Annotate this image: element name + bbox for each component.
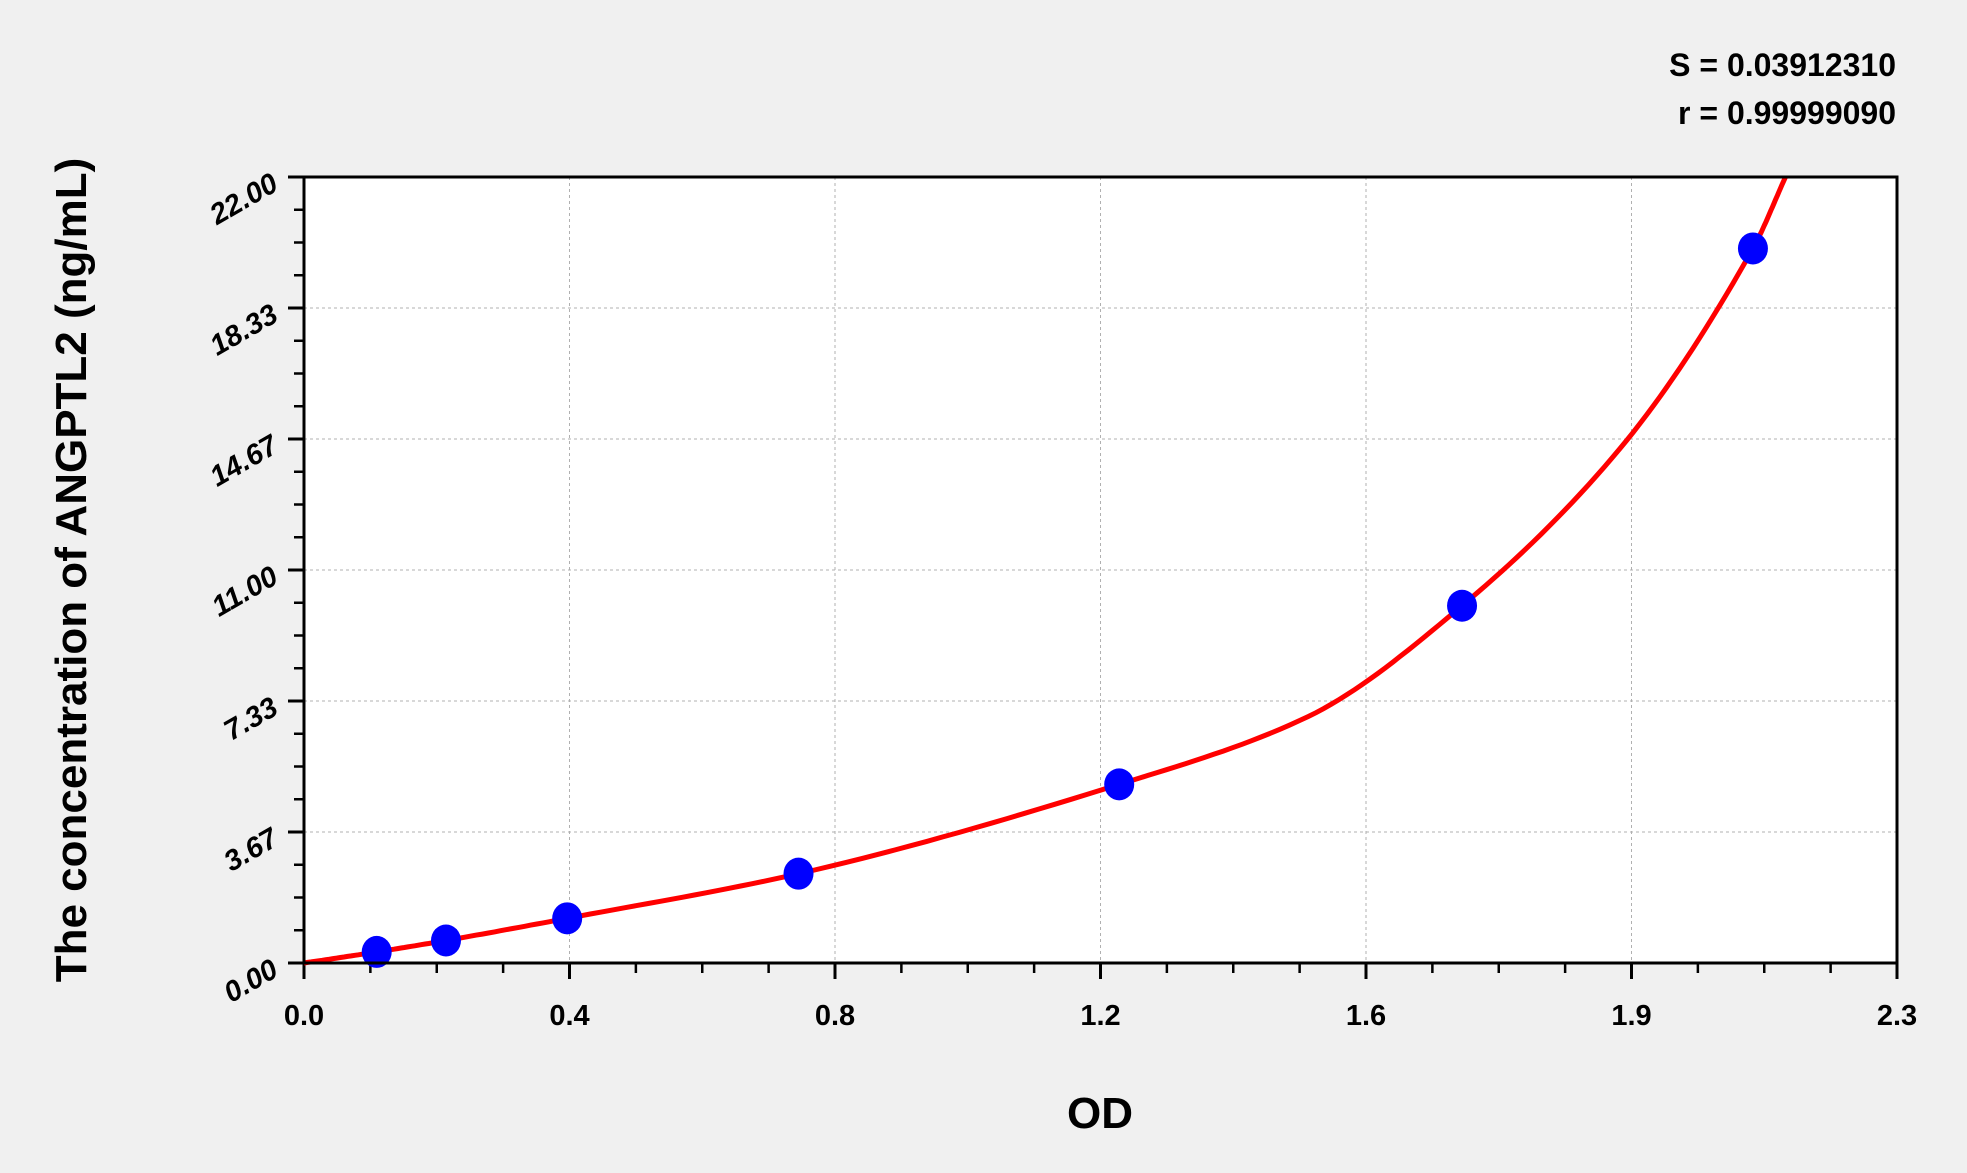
data-point [552,902,583,935]
y-tick-labels: 0.00 3.67 7.33 11.00 14.67 18.33 22.00 [204,167,285,1009]
y-tick-label: 3.67 [219,821,286,878]
y-tick-label: 22.00 [204,167,284,232]
data-point [1447,589,1478,622]
x-tick-label: 0.4 [549,1000,589,1032]
ticks [288,175,1899,979]
x-tick-label: 0.0 [284,1000,324,1032]
x-axis-title: OD [1067,1089,1133,1138]
y-tick-label: 11.00 [207,560,284,623]
data-point [361,935,392,968]
y-axis-title: The concentration of ANGPTL2 (ng/mL) [47,158,96,983]
y-tick-label: 0.00 [219,953,284,1009]
x-tick-label: 2.3 [1877,1000,1917,1032]
y-tick-label: 18.33 [205,298,284,362]
data-point [1104,768,1135,801]
data-point [1737,232,1768,265]
r-value-annotation: r = 0.99999090 [1678,95,1896,131]
x-tick-label: 1.6 [1346,1000,1386,1032]
data-points [361,232,1768,968]
x-tick-labels: 0.0 0.4 0.8 1.2 1.6 1.9 2.3 [284,1000,1917,1032]
grid [304,177,1897,963]
x-tick-label: 1.9 [1611,1000,1651,1032]
x-tick-label: 0.8 [815,1000,855,1032]
plot-frame [302,175,1899,965]
y-tick-label: 14.67 [205,428,285,493]
data-point [783,857,814,890]
x-tick-label: 1.2 [1080,1000,1120,1032]
data-point [430,924,461,957]
s-value-annotation: S = 0.03912310 [1669,47,1896,83]
y-tick-label: 7.33 [219,691,284,747]
